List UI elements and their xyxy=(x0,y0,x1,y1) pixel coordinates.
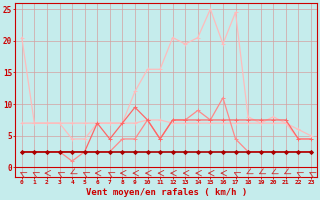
X-axis label: Vent moyen/en rafales ( km/h ): Vent moyen/en rafales ( km/h ) xyxy=(86,188,247,197)
